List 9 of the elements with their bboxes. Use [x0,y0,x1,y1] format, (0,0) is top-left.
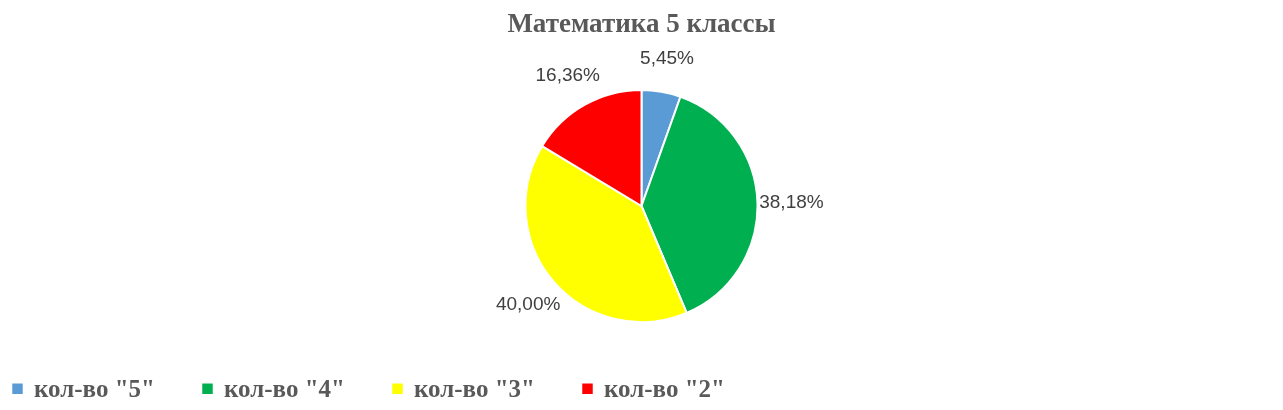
chart-title: Математика 5 классы [507,8,776,38]
data-label: 38,18% [759,190,824,212]
legend-label: кол-во "5" [34,374,155,402]
legend-label: кол-во "3" [414,374,535,402]
data-label: 16,36% [535,64,601,86]
data-label: 40,00% [495,293,561,315]
legend-label: кол-во "4" [224,374,345,402]
legend-label: кол-во "2" [604,374,725,402]
data-label: 5,45% [640,47,695,69]
